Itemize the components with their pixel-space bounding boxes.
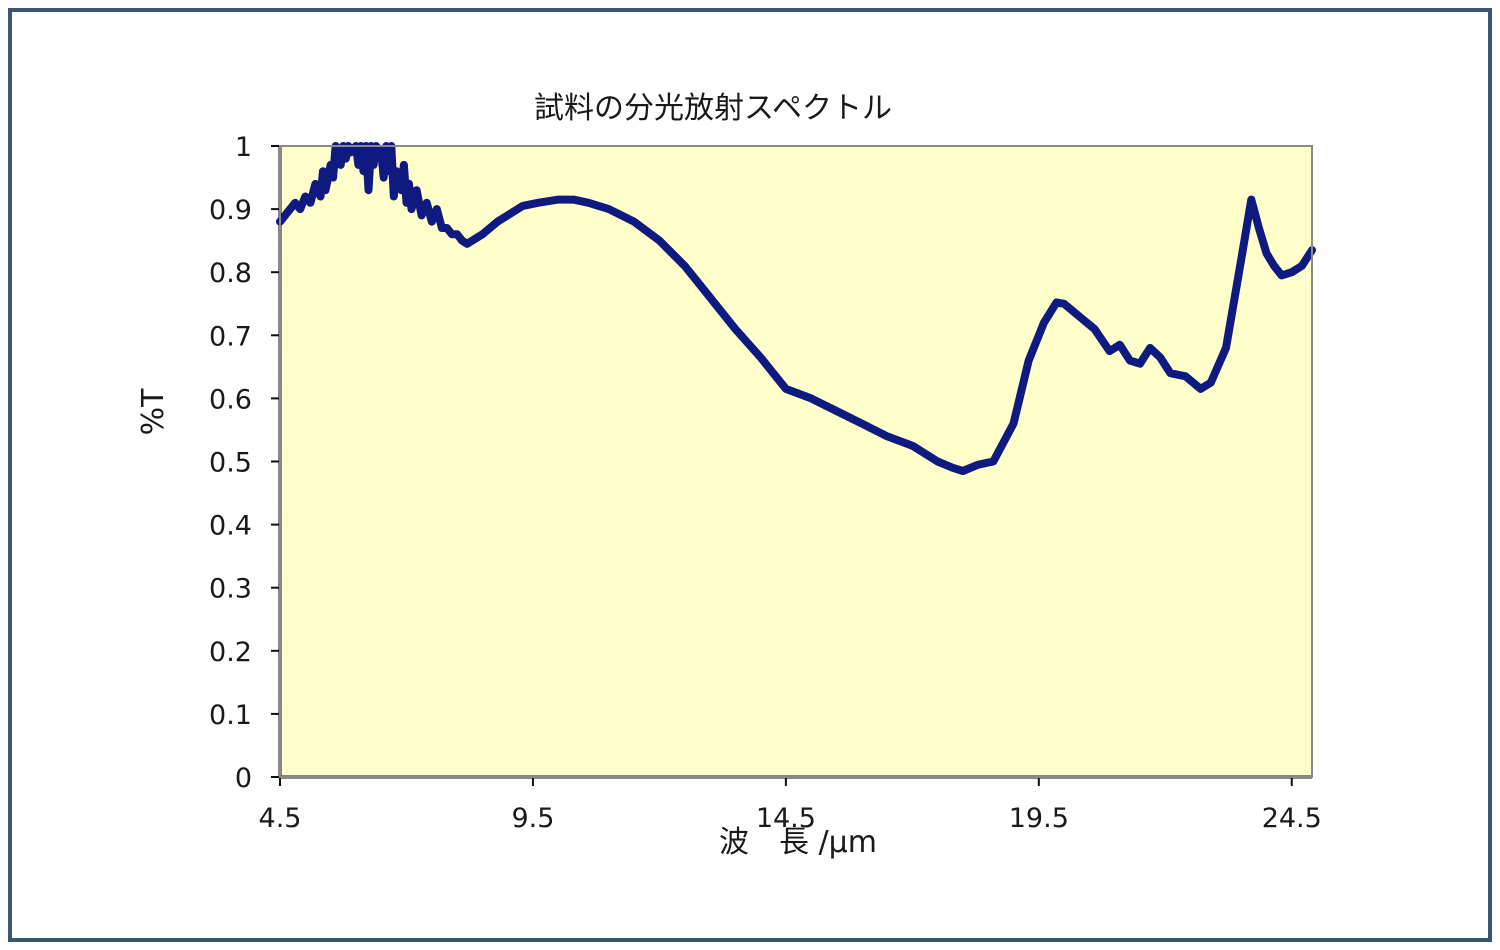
spectrum-line (276, 142, 1316, 475)
x-tick-label: 14.5 (756, 803, 816, 834)
y-tick-label: 0.9 (209, 195, 252, 226)
plot-border (279, 145, 1313, 778)
x-tick-label: 24.5 (1262, 803, 1322, 834)
plot-area (280, 146, 1312, 777)
y-tick-label: 0.4 (209, 511, 252, 542)
y-tick-label: 0.3 (209, 574, 252, 605)
x-tick-label: 4.5 (259, 803, 302, 834)
y-tick-label: 0.7 (209, 321, 252, 352)
x-tick-label: 19.5 (1009, 803, 1069, 834)
y-tick-label: 0.2 (209, 637, 252, 668)
y-tick-label: 0.6 (209, 384, 252, 415)
y-tick-label: 1 (235, 132, 252, 163)
y-tick-label: 0.5 (209, 448, 252, 479)
y-axis-label: %T (136, 388, 171, 436)
y-tick-label: 0.8 (209, 258, 252, 289)
y-tick-label: 0 (235, 763, 252, 794)
chart-title: 試料の分光放射スペクトル (534, 91, 892, 126)
x-axis-label: 波 長 /μm (719, 825, 877, 860)
y-tick-label: 0.1 (209, 700, 252, 731)
x-tick-label: 9.5 (511, 803, 554, 834)
